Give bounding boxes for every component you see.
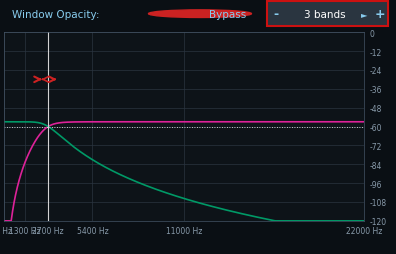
Circle shape [148,11,251,18]
Text: +: + [375,8,385,21]
Text: 3 bands: 3 bands [304,10,346,20]
Text: Window Opacity:: Window Opacity: [12,10,99,20]
Text: ►: ► [361,10,367,19]
Text: Bypass: Bypass [209,10,246,20]
Bar [267,2,388,27]
Text: -: - [274,8,278,21]
